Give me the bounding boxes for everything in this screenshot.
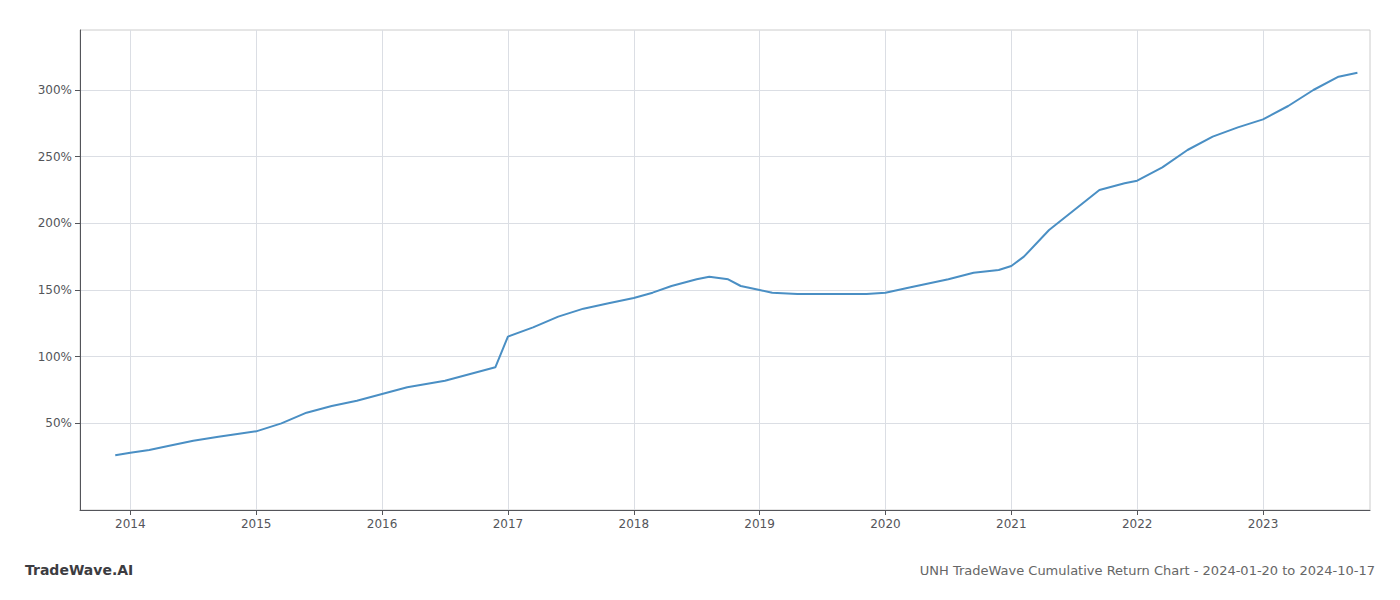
svg-text:2022: 2022 (1122, 517, 1153, 531)
svg-text:TradeWave.AI: TradeWave.AI (25, 562, 133, 578)
svg-text:2019: 2019 (744, 517, 775, 531)
svg-text:150%: 150% (38, 283, 72, 297)
svg-text:100%: 100% (38, 350, 72, 364)
svg-text:2020: 2020 (870, 517, 901, 531)
svg-text:2018: 2018 (618, 517, 649, 531)
svg-text:2014: 2014 (115, 517, 146, 531)
svg-text:UNH TradeWave Cumulative Retur: UNH TradeWave Cumulative Return Chart - … (920, 563, 1375, 578)
svg-text:250%: 250% (38, 150, 72, 164)
svg-text:300%: 300% (38, 83, 72, 97)
svg-text:2021: 2021 (996, 517, 1027, 531)
svg-text:2015: 2015 (241, 517, 272, 531)
svg-text:2017: 2017 (493, 517, 524, 531)
svg-text:200%: 200% (38, 216, 72, 230)
svg-text:2023: 2023 (1248, 517, 1279, 531)
svg-text:2016: 2016 (367, 517, 398, 531)
svg-text:50%: 50% (45, 416, 72, 430)
